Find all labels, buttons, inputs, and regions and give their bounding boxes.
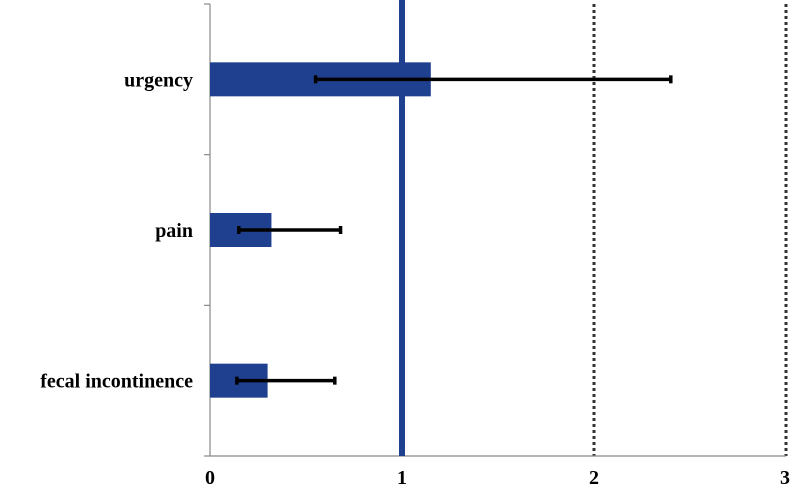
error-bar-urgency [313, 75, 673, 84]
error-bars [235, 75, 673, 385]
x-tick-label-3: 3 [780, 467, 790, 488]
gridlines [592, 4, 788, 456]
error-bar-pain [237, 226, 343, 234]
category-label-fecal-incontinence: fecal incontinence [40, 371, 193, 393]
category-label-urgency: urgency [124, 69, 193, 91]
x-tick-label-2: 2 [589, 467, 599, 488]
x-tick-label-1: 1 [397, 467, 407, 488]
category-label-pain: pain [155, 220, 193, 242]
category-labels: urgency pain fecal incontinence [40, 69, 193, 392]
error-bar-fecal-incontinence [235, 376, 337, 385]
x-tick-label-0: 0 [205, 467, 215, 488]
x-tick-labels: 0 1 2 3 [205, 467, 790, 488]
